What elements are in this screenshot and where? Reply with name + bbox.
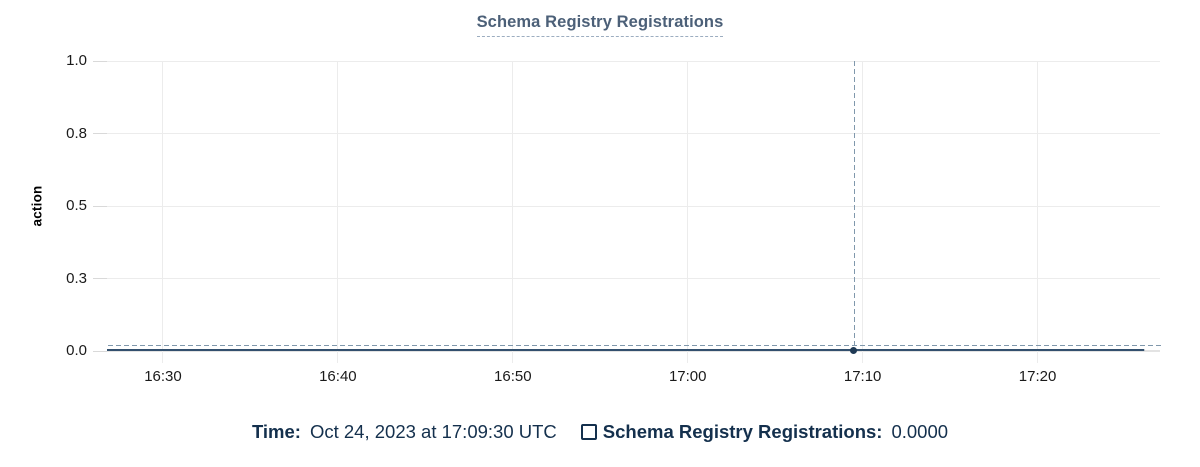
series-line: [107, 349, 1145, 351]
gridline-horizontal: [107, 278, 1160, 279]
legend-series-label: Schema Registry Registrations:: [602, 421, 883, 442]
gridline-vertical: [512, 61, 514, 363]
y-tick-mark: [93, 60, 107, 62]
y-tick-label: 0.8: [66, 124, 87, 142]
y-tick-mark: [93, 133, 107, 134]
y-tick-label: 1.0: [66, 52, 87, 69]
tooltip-legend: Time: Oct 24, 2023 at 17:09:30 UTC Schema…: [0, 420, 1200, 444]
x-tick-label: 17:20: [1018, 368, 1057, 385]
gridline-horizontal: [107, 133, 1160, 134]
crosshair-vertical-line: [853, 61, 855, 351]
tooltip-time-label: Time:: [251, 421, 301, 442]
gridline-horizontal: [107, 60, 1160, 62]
y-tick-label: 0.5: [66, 197, 87, 214]
x-tick-label: 16:40: [319, 368, 357, 385]
y-tick-mark: [93, 350, 107, 352]
gridline-vertical: [162, 61, 164, 363]
x-tick-label: 17:10: [843, 368, 882, 385]
crosshair-horizontal-line: [108, 345, 1163, 347]
legend-series-item[interactable]: Schema Registry Registrations: 0.0000: [580, 420, 949, 444]
tooltip-time-value: Oct 24, 2023 at 17:09:30 UTC: [309, 421, 557, 442]
x-tick-label: 16:50: [494, 368, 532, 385]
gridline-horizontal: [107, 205, 1160, 207]
x-tick-label: 17:00: [668, 368, 707, 385]
gridline-vertical: [862, 61, 864, 363]
gridline-vertical: [687, 61, 689, 363]
legend-series-value: 0.0000: [891, 421, 949, 442]
y-tick-label: 0.0: [66, 342, 87, 359]
y-tick-mark: [93, 205, 107, 207]
title-row: Schema Registry Registrations: [0, 13, 1200, 37]
y-tick-mark: [93, 278, 107, 279]
hovered-point-marker: [850, 346, 858, 354]
chart-title[interactable]: Schema Registry Registrations: [476, 13, 724, 37]
y-tick-label: 0.3: [66, 269, 87, 287]
series-checkbox[interactable]: [580, 424, 597, 440]
gridline-vertical: [1037, 61, 1039, 363]
plot-area[interactable]: 1.0 0.8 0.5 0.3 0.0 16:30 16:40 16:50 17:00 17:10…: [66, 52, 1163, 385]
x-tick-label: 16:30: [144, 368, 182, 385]
gridline-vertical: [337, 61, 339, 363]
